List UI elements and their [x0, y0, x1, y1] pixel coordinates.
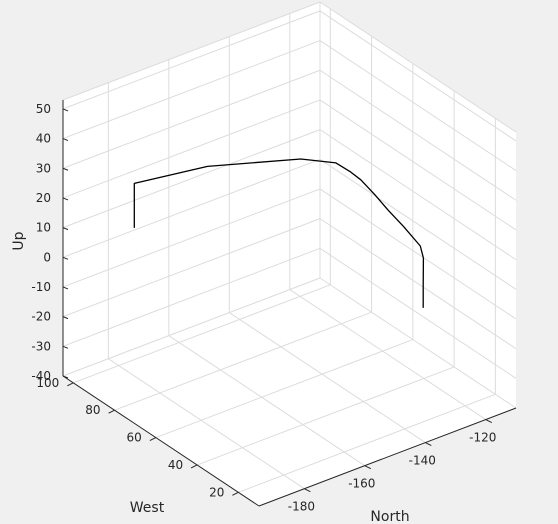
wall-grid-up — [62, 99, 321, 199]
west-tick — [232, 491, 239, 496]
west-tick-label: 40 — [168, 458, 183, 472]
up-tick — [62, 256, 69, 260]
west-axis-line — [62, 375, 260, 507]
floor-grid-west — [238, 393, 496, 493]
up-tick — [62, 138, 69, 142]
floor-grid-north — [108, 358, 305, 490]
up-tick-label: 0 — [43, 250, 51, 264]
up-tick-label: -20 — [31, 310, 51, 324]
north-tick-label: -180 — [288, 500, 315, 514]
floor-grid-west — [155, 339, 414, 439]
west-tick — [149, 437, 157, 442]
west-tick-label: 60 — [127, 431, 142, 445]
wall-grid-up — [319, 158, 517, 290]
west-tick — [108, 409, 115, 414]
north-tick-label: -120 — [469, 431, 496, 445]
axis-labels: North West Up — [11, 231, 410, 524]
top-edge — [319, 1, 517, 133]
up-tick — [62, 375, 69, 379]
wall-grid-up — [319, 277, 517, 409]
axes-frame — [62, 100, 517, 507]
wall-grid-up — [319, 99, 517, 231]
wall-grid-up — [62, 188, 321, 288]
floor-grid-north — [289, 289, 487, 420]
up-tick-label: 40 — [36, 132, 51, 146]
wall-grid-up — [62, 69, 321, 169]
tick-labels: -180 -160 -140 -120 20 40 60 80 100-40 -30 -20 -10 0… — [31, 102, 496, 514]
north-tick — [425, 442, 432, 447]
up-tick — [62, 227, 69, 231]
floor-grid-west — [73, 284, 331, 384]
wall-grid-up — [319, 69, 517, 201]
north-tick-label: -160 — [348, 477, 375, 491]
wall-grid-up — [62, 277, 321, 377]
west-axis-label: West — [130, 500, 165, 516]
data-series — [133, 158, 425, 308]
north-axis-label: North — [370, 509, 409, 524]
grid — [62, 1, 517, 493]
up-tick — [62, 286, 69, 290]
series-line-0 — [133, 158, 425, 308]
wall-grid-up — [319, 247, 517, 379]
north-axis-line — [258, 407, 517, 507]
top-edge — [62, 1, 321, 101]
up-tick-label: 10 — [36, 221, 51, 235]
floor-grid-west — [114, 311, 372, 411]
up-tick — [62, 197, 69, 201]
north-tick — [364, 465, 372, 470]
up-tick-label: -10 — [31, 280, 51, 294]
north-tick — [304, 488, 311, 493]
floor-grid-north — [229, 312, 426, 444]
wall-grid-up — [62, 247, 321, 347]
up-tick — [62, 345, 69, 349]
west-tick-label: 20 — [209, 485, 224, 499]
west-tick — [67, 382, 74, 387]
wall-grid-up — [319, 188, 517, 320]
up-tick-label: 30 — [36, 161, 51, 175]
floor-grid-west — [196, 366, 455, 466]
wall-grid-up — [62, 129, 321, 229]
floor-grid-north — [168, 335, 366, 467]
up-tick-label: 50 — [36, 102, 51, 116]
west-tick — [190, 464, 198, 469]
up-tick-label: -40 — [31, 369, 51, 383]
up-tick — [62, 167, 69, 171]
wall-grid-up — [319, 10, 517, 142]
north-tick-label: -140 — [409, 454, 436, 468]
up-tick — [62, 316, 69, 320]
wall-grid-up — [62, 158, 321, 258]
wall-grid-up — [319, 218, 517, 350]
up-axis-label: Up — [11, 231, 27, 250]
wall-grid-up — [62, 218, 321, 318]
west-tick-label: 80 — [85, 403, 100, 417]
west-tick-label: 100 — [36, 376, 59, 390]
wall-grid-up — [319, 40, 517, 171]
wall-grid-up — [319, 129, 517, 261]
up-tick-label: 20 — [36, 191, 51, 205]
up-tick — [62, 108, 69, 112]
north-tick — [485, 419, 492, 423]
wall-grid-up — [62, 40, 321, 140]
up-tick-label: -30 — [31, 339, 51, 353]
wall-grid-up — [62, 10, 321, 110]
